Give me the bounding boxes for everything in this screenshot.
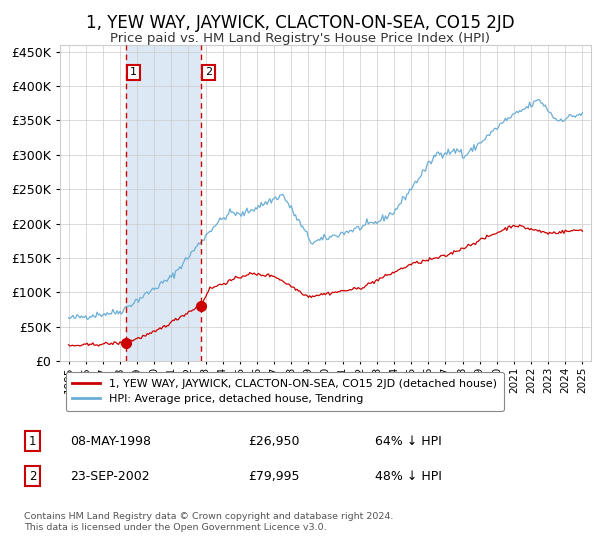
Text: 08-MAY-1998: 08-MAY-1998 — [70, 435, 151, 447]
Text: 1: 1 — [29, 435, 36, 447]
Text: 1, YEW WAY, JAYWICK, CLACTON-ON-SEA, CO15 2JD: 1, YEW WAY, JAYWICK, CLACTON-ON-SEA, CO1… — [86, 14, 514, 32]
Text: 2: 2 — [29, 470, 36, 483]
Bar — [126, 45, 201, 361]
Text: 2: 2 — [205, 67, 212, 77]
Text: Price paid vs. HM Land Registry's House Price Index (HPI): Price paid vs. HM Land Registry's House … — [110, 32, 490, 45]
Text: 64% ↓ HPI: 64% ↓ HPI — [375, 435, 442, 447]
Text: 23-SEP-2002: 23-SEP-2002 — [70, 470, 149, 483]
Text: 1: 1 — [130, 67, 137, 77]
Text: £79,995: £79,995 — [248, 470, 300, 483]
Text: 48% ↓ HPI: 48% ↓ HPI — [375, 470, 442, 483]
Legend: 1, YEW WAY, JAYWICK, CLACTON-ON-SEA, CO15 2JD (detached house), HPI: Average pri: 1, YEW WAY, JAYWICK, CLACTON-ON-SEA, CO1… — [65, 372, 503, 411]
Text: £26,950: £26,950 — [248, 435, 300, 447]
Text: Contains HM Land Registry data © Crown copyright and database right 2024.
This d: Contains HM Land Registry data © Crown c… — [24, 512, 393, 532]
